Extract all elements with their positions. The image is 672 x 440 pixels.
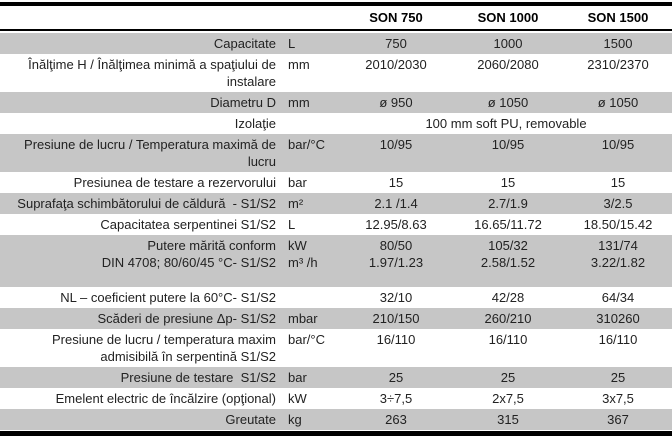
row-span-value: 100 mm soft PU, removable <box>425 116 587 131</box>
row-value: 131/74 3.22/1.82 <box>590 238 646 270</box>
spec-row: NL – coeficient putere la 60°C- S1/S2 32/… <box>0 287 672 308</box>
row-unit: bar <box>288 370 307 385</box>
row-value: 105/32 2.58/1.52 <box>480 238 536 270</box>
row-label: Suprafaţa schimbătorului de căldură - S1… <box>17 196 276 211</box>
row-unit: kW <box>288 391 307 406</box>
row-label: Presiune de lucru / Temperatura maximă d… <box>24 137 276 169</box>
spec-row: Suprafaţa schimbătorului de căldură - S1… <box>0 193 672 214</box>
spec-row: Capacitate L 750 1000 1500 <box>0 33 672 54</box>
row-label: Capacitatea serpentinei S1/S2 <box>100 217 276 232</box>
row-value: 367 <box>607 412 629 427</box>
row-value: 64/34 <box>601 290 635 305</box>
spec-row: Presiune de lucru / Temperatura maximă d… <box>0 134 672 172</box>
row-unit: mm <box>288 57 310 72</box>
row-unit: bar/°C <box>288 332 325 347</box>
product-header-son-1000: SON 1000 <box>477 10 539 25</box>
row-label: Diametru D <box>210 95 276 110</box>
row-label: Presiune de lucru / temperatura maxim ad… <box>52 332 276 364</box>
row-value: 12.95/8.63 <box>365 217 427 232</box>
product-header-son-1500: SON 1500 <box>587 10 649 25</box>
row-value: 16/110 <box>488 332 528 347</box>
row-value: 263 <box>385 412 407 427</box>
row-unit: kW m³ /h <box>288 238 318 270</box>
row-label: Emelent electric de încălzire (opţional) <box>55 391 276 406</box>
row-value: 1500 <box>603 36 633 51</box>
row-unit: bar <box>288 175 307 190</box>
row-value: 2060/2080 <box>477 57 539 72</box>
row-value: ø 1050 <box>597 95 639 110</box>
row-value: 750 <box>385 36 407 51</box>
row-value: 310260 <box>596 311 640 326</box>
row-value: 2x7,5 <box>492 391 524 406</box>
table-header-row: SON 750 SON 1000 SON 1500 <box>0 6 672 31</box>
table-bottom-border <box>0 431 672 436</box>
row-value: 2.7/1.9 <box>488 196 528 211</box>
spec-row: Izolaţie 100 mm soft PU, removable <box>0 113 672 134</box>
row-label: Presiune de testare S1/S2 <box>120 370 276 385</box>
row-value: 15 <box>610 175 626 190</box>
spec-row: Înălţime H / Înălţimea minimă a spaţiulu… <box>0 54 672 92</box>
row-label: Putere mărită conform DIN 4708; 80/60/45… <box>101 238 276 270</box>
row-unit: kg <box>288 412 302 427</box>
row-value: 16/110 <box>598 332 638 347</box>
row-value: 1000 <box>493 36 523 51</box>
row-unit: bar/°C <box>288 137 325 152</box>
product-header-son-750: SON 750 <box>369 10 423 25</box>
spec-row: Diametru D mm ø 950 ø 1050 ø 1050 <box>0 92 672 113</box>
row-value: 2310/2370 <box>587 57 649 72</box>
row-value: 260/210 <box>484 311 532 326</box>
row-value: 25 <box>610 370 626 385</box>
row-label: Înălţime H / Înălţimea minimă a spaţiulu… <box>28 57 276 89</box>
row-value: ø 1050 <box>487 95 529 110</box>
row-unit: mm <box>288 95 310 110</box>
row-value: 10/95 <box>379 137 413 152</box>
row-value: 2.1 /1.4 <box>374 196 418 211</box>
spec-row: Presiune de testare S1/S2 bar 25 25 25 <box>0 367 672 388</box>
spec-row: Emelent electric de încălzire (opţional)… <box>0 388 672 409</box>
spec-row: Presiune de lucru / temperatura maxim ad… <box>0 329 672 367</box>
row-value: 10/95 <box>491 137 525 152</box>
row-value: 3x7,5 <box>602 391 634 406</box>
spec-row: Capacitatea serpentinei S1/S2 L 12.95/8.63… <box>0 214 672 235</box>
row-value: 32/10 <box>379 290 413 305</box>
spec-row: Scăderi de presiune Δp- S1/S2 mbar 210/150… <box>0 308 672 329</box>
row-label: Capacitate <box>213 36 276 51</box>
row-value: 3÷7,5 <box>379 391 413 406</box>
row-value: 80/50 1.97/1.23 <box>368 238 424 270</box>
row-value: 25 <box>388 370 404 385</box>
table-body: Capacitate L 750 1000 1500 Înălţime H / Înălţ… <box>0 33 672 430</box>
row-value: ø 950 <box>379 95 413 110</box>
spec-row: Greutate kg 263 315 367 <box>0 409 672 430</box>
row-unit: L <box>288 36 296 51</box>
row-unit: L <box>288 217 296 232</box>
row-value: 315 <box>497 412 519 427</box>
row-value: 3/2.5 <box>603 196 633 211</box>
row-value: 10/95 <box>601 137 635 152</box>
row-label: NL – coeficient putere la 60°C- S1/S2 <box>60 290 276 305</box>
spec-row: Putere mărită conform DIN 4708; 80/60/45… <box>0 235 672 287</box>
row-label: Presiunea de testare a rezervorului <box>73 175 276 190</box>
row-value: 15 <box>500 175 516 190</box>
row-value: 18.50/15.42 <box>583 217 653 232</box>
row-value: 2010/2030 <box>365 57 427 72</box>
row-value: 15 <box>388 175 404 190</box>
row-label: Scăderi de presiune Δp- S1/S2 <box>97 311 276 326</box>
row-value: 16/110 <box>376 332 416 347</box>
row-label: Greutate <box>225 412 276 427</box>
row-value: 210/150 <box>372 311 420 326</box>
row-unit: mbar <box>288 311 318 326</box>
row-label: Izolaţie <box>234 116 276 131</box>
table-top-border <box>0 2 672 6</box>
row-value: 42/28 <box>491 290 525 305</box>
spec-row: Presiunea de testare a rezervorului bar 15… <box>0 172 672 193</box>
row-value: 25 <box>500 370 516 385</box>
row-unit: m² <box>288 196 304 211</box>
row-value: 16.65/11.72 <box>474 217 542 232</box>
